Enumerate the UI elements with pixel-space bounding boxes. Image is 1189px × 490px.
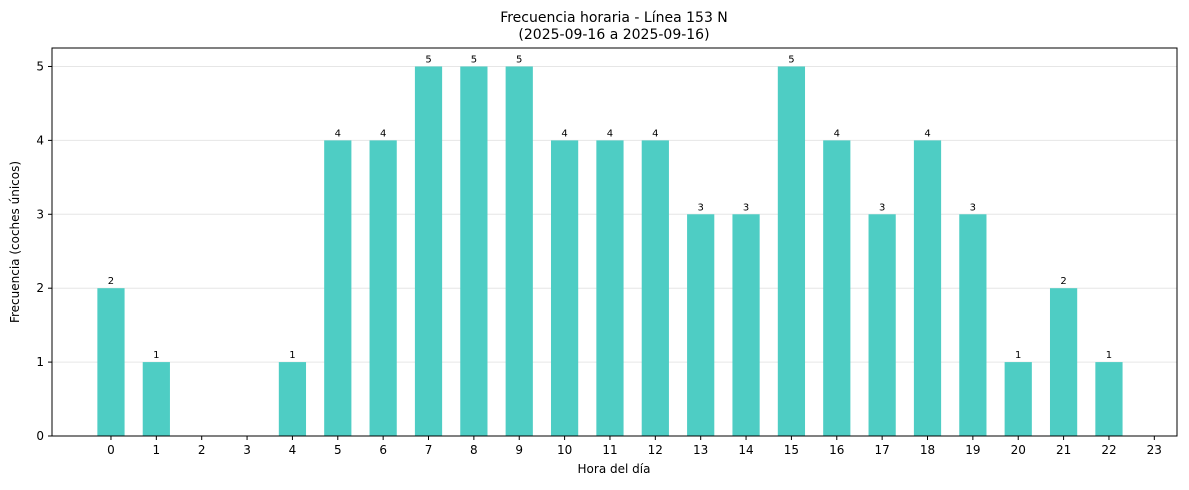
x-tick-label: 7: [425, 443, 433, 457]
x-tick-label: 18: [920, 443, 935, 457]
bars: [97, 66, 1123, 436]
bar-value-label: 2: [108, 276, 114, 287]
x-tick-label: 21: [1056, 443, 1071, 457]
bar-value-label: 5: [425, 54, 431, 65]
x-tick-label: 13: [693, 443, 708, 457]
bar: [278, 362, 307, 436]
bar-value-label: 4: [335, 128, 341, 139]
bar: [732, 214, 760, 436]
bar: [868, 214, 896, 436]
bar-value-label: 4: [607, 128, 613, 139]
bar: [913, 140, 942, 436]
bar: [1049, 288, 1078, 436]
bar: [414, 66, 443, 436]
bar-labels: 2 1 1 4 4 5 5 5 4 4 4 3 3 5 4 3 4 3 1 2 1: [108, 54, 1112, 361]
bar: [505, 66, 533, 436]
bar-value-label: 3: [698, 202, 704, 213]
bar-value-label: 2: [1060, 276, 1066, 287]
x-tick-label: 3: [243, 443, 251, 457]
x-tick-label: 11: [602, 443, 617, 457]
x-tick-label: 0: [107, 443, 115, 457]
bar: [641, 140, 669, 436]
bar-value-label: 1: [289, 350, 295, 361]
y-axis-label: Frecuencia (coches únicos): [8, 161, 22, 323]
bar-value-label: 4: [561, 128, 567, 139]
x-tick-label: 23: [1147, 443, 1162, 457]
bar-value-label: 3: [743, 202, 749, 213]
y-tick-label: 2: [36, 281, 44, 295]
x-axis-label: Hora del día: [578, 462, 651, 476]
chart-subtitle: (2025-09-16 a 2025-09-16): [518, 27, 709, 43]
bar: [97, 288, 125, 436]
x-tick-label: 12: [648, 443, 663, 457]
x-tick-label: 22: [1101, 443, 1116, 457]
x-tick-label: 2: [198, 443, 206, 457]
bar: [1095, 362, 1123, 436]
x-tick-label: 9: [515, 443, 523, 457]
x-tick-label: 5: [334, 443, 342, 457]
bar-value-label: 4: [380, 128, 386, 139]
bar: [596, 140, 624, 436]
x-tick-label: 10: [557, 443, 572, 457]
bar-value-label: 1: [153, 350, 159, 361]
chart-title: Frecuencia horaria - Línea 153 N: [500, 10, 728, 26]
bar-value-label: 1: [1015, 350, 1021, 361]
bar-value-label: 4: [924, 128, 930, 139]
x-tick-label: 16: [829, 443, 844, 457]
y-tick-label: 5: [36, 59, 44, 73]
x-tick-label: 15: [784, 443, 799, 457]
x-axis-ticks: 0 1 2 3 4 5 6 7 8 9 10 11 12 13 14 15 16 17 18 19 20 21 22 23: [107, 436, 1162, 457]
x-tick-label: 8: [470, 443, 478, 457]
bar: [823, 140, 851, 436]
y-tick-label: 3: [36, 207, 44, 221]
x-tick-label: 1: [153, 443, 161, 457]
bar: [324, 140, 352, 436]
bar: [959, 214, 987, 436]
x-tick-label: 6: [379, 443, 387, 457]
bar-value-label: 4: [834, 128, 840, 139]
x-tick-label: 17: [875, 443, 890, 457]
y-tick-label: 1: [36, 355, 44, 369]
bar-value-label: 3: [879, 202, 885, 213]
bar-value-label: 5: [471, 54, 477, 65]
bar-value-label: 4: [652, 128, 658, 139]
plot-frame: [51, 47, 1178, 437]
bar: [687, 214, 715, 436]
y-axis-ticks: 0 1 2 3 4 5: [36, 59, 52, 443]
bar-value-label: 5: [788, 54, 794, 65]
bar: [777, 66, 806, 436]
bar-value-label: 1: [1106, 350, 1112, 361]
bar: [1004, 362, 1032, 436]
bar: [369, 140, 397, 436]
x-tick-label: 4: [289, 443, 297, 457]
bar-value-label: 5: [516, 54, 522, 65]
bar-value-label: 3: [970, 202, 976, 213]
bar: [460, 66, 488, 436]
x-tick-label: 20: [1011, 443, 1026, 457]
y-tick-label: 4: [36, 133, 44, 147]
bar: [142, 362, 170, 436]
x-tick-label: 14: [738, 443, 753, 457]
y-tick-label: 0: [36, 429, 44, 443]
x-tick-label: 19: [965, 443, 980, 457]
bar: [550, 140, 579, 436]
